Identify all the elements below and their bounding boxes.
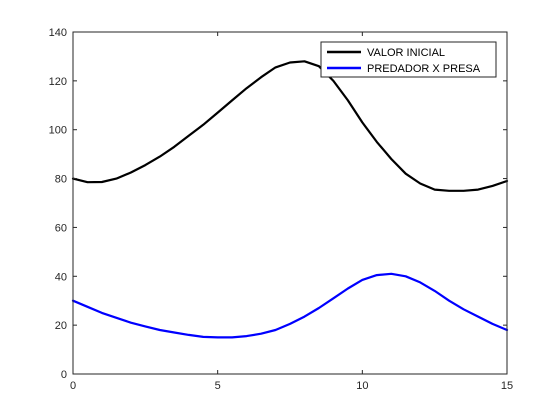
y-tick-label: 0 (61, 369, 67, 381)
legend: VALOR INICIAL PREDADOR X PRESA (320, 41, 497, 78)
plot-background (73, 32, 507, 374)
y-tick-label: 120 (49, 76, 67, 88)
y-tick-label: 20 (55, 320, 67, 332)
y-tick-label: 40 (55, 271, 67, 283)
axes-layer: 0 5 10 15 0 20 40 60 80 100 120 140 (49, 27, 513, 392)
series-line-2 (71, 272, 509, 339)
plot-area (73, 32, 507, 374)
x-tick-label: 0 (70, 380, 76, 392)
y-tick-label: 60 (55, 222, 67, 234)
series-line-1 (71, 60, 509, 192)
legend-label-2: PREDADOR X PRESA (367, 63, 481, 75)
y-tick-label: 100 (49, 125, 67, 137)
legend-label-1: VALOR INICIAL (367, 47, 445, 59)
x-tick-label: 15 (501, 380, 513, 392)
x-tick-label: 5 (215, 380, 221, 392)
y-tick-label: 80 (55, 174, 67, 186)
axes-box (72, 31, 508, 375)
x-tick-label: 10 (356, 380, 368, 392)
series-layer (71, 60, 509, 339)
legend-box (320, 41, 497, 78)
y-tick-label: 140 (49, 27, 67, 39)
